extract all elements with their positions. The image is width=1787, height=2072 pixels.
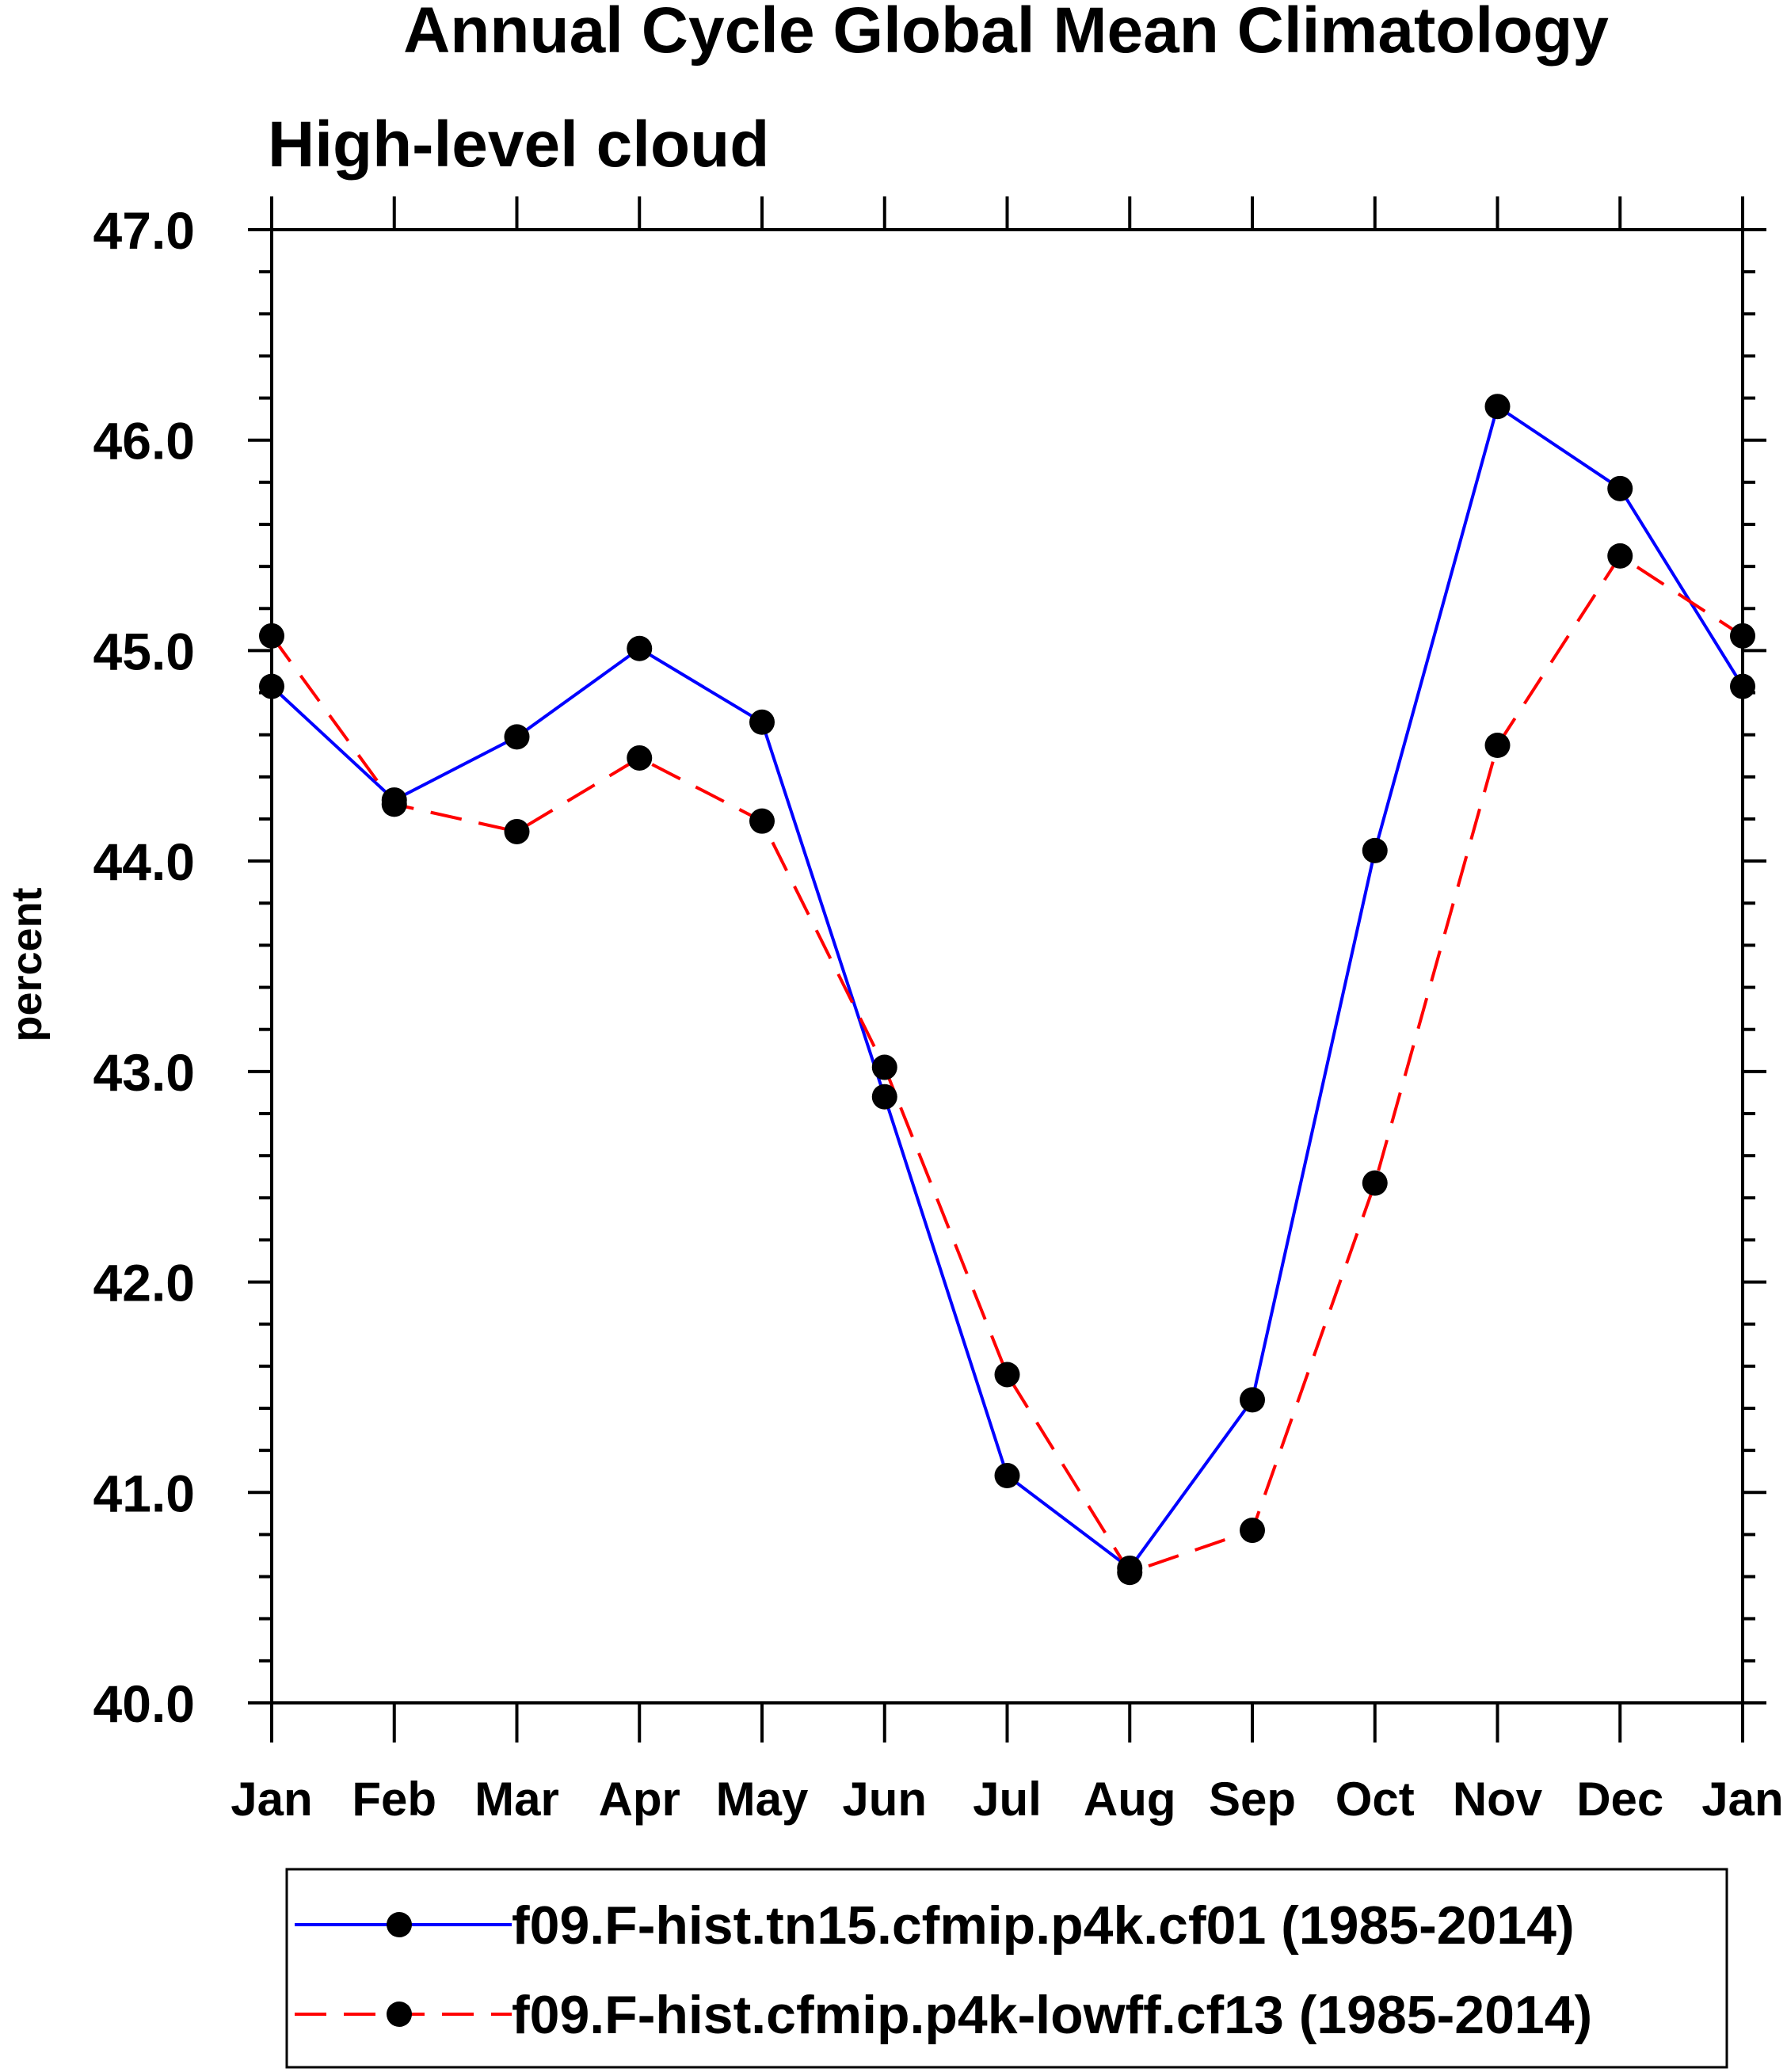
- y-tick-label: 42.0: [93, 1254, 195, 1312]
- x-tick-label: Dec: [1576, 1773, 1663, 1826]
- chart-subtitle: High-level cloud: [268, 109, 769, 181]
- series-2-point: [1117, 1560, 1143, 1586]
- x-tick-label: Aug: [1084, 1773, 1176, 1826]
- series-1-point: [1607, 475, 1633, 501]
- legend-label-1: f09.F-hist.tn15.cfmip.p4k.cf01 (1985-201…: [512, 1895, 1575, 1956]
- series-1-point: [1240, 1387, 1265, 1413]
- series-2-point: [1607, 543, 1633, 569]
- series-2-point: [627, 745, 653, 771]
- series-1-point: [627, 635, 653, 661]
- series-2-point: [994, 1362, 1020, 1388]
- y-tick-label: 44.0: [93, 832, 195, 891]
- series-1-point: [1484, 394, 1511, 420]
- x-tick-label: May: [716, 1773, 809, 1826]
- tick-labels: 40.0 41.0 42.0 43.0 44.0 45.0 46.0 47.0 Jan Feb Ma…: [93, 201, 1784, 1826]
- plot-frame: [270, 228, 1744, 1704]
- series-2-point: [871, 1054, 897, 1080]
- y-tick-label: 46.0: [93, 412, 195, 470]
- y-tick-label: 43.0: [93, 1043, 195, 1102]
- series-1-point: [504, 724, 530, 750]
- legend-marker-2: [387, 2002, 412, 2027]
- y-tick-label: 47.0: [93, 201, 195, 260]
- x-tick-label: Feb: [352, 1773, 436, 1826]
- series-group: [259, 394, 1755, 1586]
- x-tick-label: Mar: [474, 1773, 559, 1826]
- x-tick-label: Jun: [842, 1773, 927, 1826]
- y-tick-label: 40.0: [93, 1674, 195, 1733]
- series-line-1: [270, 403, 1744, 1571]
- series-1-point: [1362, 837, 1388, 863]
- x-tick-label: Jan: [231, 1773, 312, 1826]
- series-1-point: [994, 1463, 1020, 1489]
- legend: f09.F-hist.tn15.cfmip.p4k.cf01 (1985-201…: [285, 1868, 1728, 2069]
- legend-box: [285, 1868, 1728, 2069]
- y-tick-label: 45.0: [93, 622, 195, 680]
- x-tick-label: Oct: [1335, 1773, 1415, 1826]
- series-line-2: [270, 554, 1744, 1575]
- series-2-point: [1240, 1518, 1265, 1544]
- x-tick-label: Apr: [599, 1773, 680, 1826]
- series-1-point: [871, 1084, 897, 1110]
- series-2-point: [381, 791, 407, 817]
- y-axis-label: percent: [3, 887, 51, 1042]
- legend-marker-1: [387, 1912, 412, 1937]
- series-2-point: [504, 818, 530, 844]
- x-tick-label: Sep: [1209, 1773, 1296, 1826]
- x-tick-label: Jan: [1701, 1773, 1783, 1826]
- series-2-point: [1362, 1170, 1388, 1196]
- legend-label-2: f09.F-hist.cfmip.p4k-lowff.cf13 (1985-20…: [512, 1985, 1592, 2045]
- axis-ticks: [248, 196, 1766, 1743]
- y-tick-label: 41.0: [93, 1464, 195, 1522]
- x-tick-label: Jul: [973, 1773, 1042, 1826]
- x-tick-label: Nov: [1453, 1773, 1543, 1826]
- series-1-point: [749, 709, 775, 735]
- series-2-point: [1484, 733, 1511, 758]
- chart-title: Annual Cycle Global Mean Climatology: [403, 0, 1609, 67]
- series-2-point: [749, 808, 775, 834]
